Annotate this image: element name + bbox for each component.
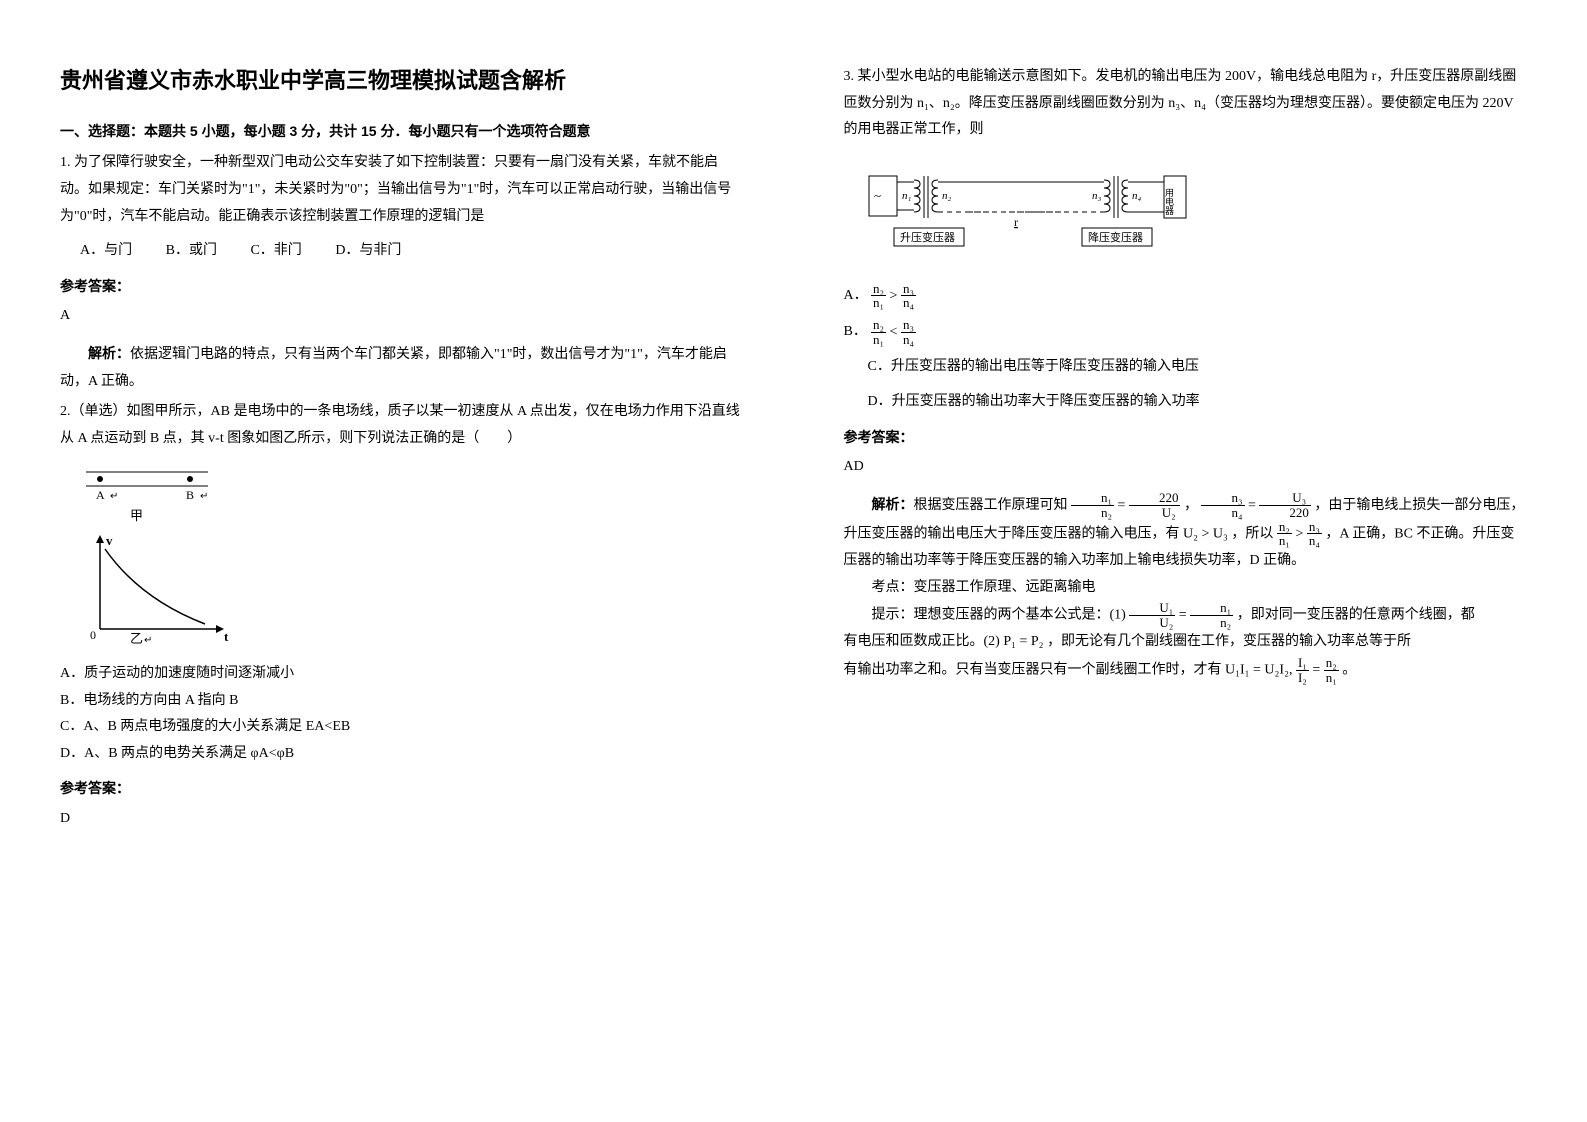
q3-option-b: B． n₂n₁ < n₃n₄ (844, 318, 1528, 346)
frac-n2-n1-b: n₂n₁ (871, 318, 886, 346)
svg-text:r: r (1014, 215, 1018, 229)
q3-diagram: ~ n₁ n₂ r n₃ n₄ 用电器 (864, 156, 1528, 266)
q1-option-c: C．非门 (250, 243, 301, 258)
svg-text:n₁: n₁ (902, 190, 912, 202)
analysis-label-1: 解析： (88, 345, 130, 361)
frac-I1-I2: I₁I₂ (1296, 656, 1309, 684)
q3-hint-3: 有输出功率之和。只有当变压器只有一个副线圈工作时，才有 U₁I₁ = U₂I₂,… (844, 656, 1528, 684)
q2-option-c: C．A、B 两点电场强度的大小关系满足 EA<EB (60, 714, 744, 741)
svg-text:B: B (186, 488, 194, 502)
answer-label-1: 参考答案： (60, 273, 744, 300)
svg-text:乙: 乙 (130, 631, 143, 646)
q2-diagram-graph: v t 0 乙 ↵ (80, 529, 240, 649)
q3-answer: AD (844, 454, 1528, 481)
right-column: 3. 某小型水电站的电能输送示意图如下。发电机的输出电压为 200V，输电线总电… (794, 0, 1587, 1122)
q3-option-d: D．升压变压器的输出功率大于降压变压器的输入功率 (868, 389, 1528, 416)
frac-220-U2: 220U₂ (1129, 491, 1181, 519)
svg-text:0: 0 (90, 628, 96, 642)
q2-diagram: A B ↵ ↵ 甲 v t 0 乙 ↵ (80, 464, 744, 649)
q3-analysis-1: 解析：根据变压器工作原理可知 n₁n₂ = 220U₂ ， n₃n₄ = U₃2… (844, 491, 1528, 520)
frac-n2-n1: n₂n₁ (871, 282, 886, 310)
q2-option-a: A．质子运动的加速度随时间逐渐减小 (60, 661, 744, 688)
svg-text:n₄: n₄ (1132, 190, 1142, 202)
q1-option-a: A．与门 (80, 243, 132, 258)
q3-kaodian: 考点：变压器工作原理、远距离输电 (844, 575, 1528, 602)
q3-option-a: A． n₂n₁ > n₃n₄ (844, 282, 1528, 310)
left-column: 贵州省遵义市赤水职业中学高三物理模拟试题含解析 一、选择题：本题共 5 小题，每… (0, 0, 794, 1122)
svg-text:n₃: n₃ (1092, 190, 1102, 202)
svg-text:升压变压器: 升压变压器 (900, 230, 955, 244)
frac-n3-n4-d: n₃n₄ (1307, 520, 1322, 548)
q3-analysis-2: 升压变压器的输出电压大于降压变压器的输入电压，有 U₂ > U₃ ，所以 n₂n… (844, 520, 1528, 575)
q3-circuit-diagram: ~ n₁ n₂ r n₃ n₄ 用电器 (864, 156, 1224, 266)
q1-analysis-text: 依据逻辑门电路的特点，只有当两个车门都关紧，即都输入"1"时，数出信号才为"1"… (60, 347, 727, 389)
svg-text:↵: ↵ (144, 635, 152, 646)
svg-text:n₂: n₂ (942, 190, 952, 202)
question-1-text: 1. 为了保障行驶安全，一种新型双门电动公交车安装了如下控制装置：只要有一扇门没… (60, 150, 744, 230)
page-title: 贵州省遵义市赤水职业中学高三物理模拟试题含解析 (60, 60, 744, 102)
frac-U1-U2: U₁U₂ (1129, 601, 1175, 629)
svg-text:降压变压器: 降压变压器 (1088, 230, 1143, 244)
q3-option-c: C．升压变压器的输出电压等于降压变压器的输入电压 (868, 354, 1528, 381)
svg-text:v: v (106, 533, 113, 548)
q1-option-b: B．或门 (166, 243, 217, 258)
svg-text:t: t (224, 629, 229, 644)
q1-analysis-block: 解析：依据逻辑门电路的特点，只有当两个车门都关紧，即都输入"1"时，数出信号才为… (60, 340, 744, 395)
q3-hint-1: 提示：理想变压器的两个基本公式是：(1) U₁U₂ = n₁n₂ ，即对同一变压… (844, 601, 1528, 629)
frac-n1-n2: n₁n₂ (1071, 491, 1114, 519)
analysis-label-3: 解析： (872, 496, 914, 512)
frac-n3-n4-b: n₃n₄ (901, 318, 916, 346)
question-1-options: A．与门 B．或门 C．非门 D．与非门 (80, 238, 744, 265)
q1-answer: A (60, 303, 744, 330)
svg-text:↵: ↵ (110, 491, 118, 502)
frac-n3-n4-c: n₃n₄ (1201, 491, 1244, 519)
frac-n2-n1-e: n₂n₁ (1324, 656, 1339, 684)
q2-diagram-top: A B ↵ ↵ (80, 464, 240, 504)
q2-option-d: D．A、B 两点的电势关系满足 φA<φB (60, 741, 744, 768)
svg-text:~: ~ (874, 188, 881, 203)
frac-n1-n2-b: n₁n₂ (1190, 601, 1233, 629)
frac-n3-n4: n₃n₄ (901, 282, 916, 310)
answer-label-3: 参考答案： (844, 424, 1528, 451)
q2-option-b: B．电场线的方向由 A 指向 B (60, 688, 744, 715)
q2-diagram-jia-label: 甲 (130, 504, 744, 529)
answer-label-2: 参考答案： (60, 775, 744, 802)
svg-text:A: A (96, 488, 105, 502)
section-1-heading: 一、选择题：本题共 5 小题，每小题 3 分，共计 15 分．每小题只有一个选项… (60, 118, 744, 145)
frac-U3-220: U₃220 (1259, 491, 1311, 519)
q3-options: A． n₂n₁ > n₃n₄ B． n₂n₁ < n₃n₄ C．升压变压器的输出… (844, 282, 1528, 416)
question-3-text: 3. 某小型水电站的电能输送示意图如下。发电机的输出电压为 200V，输电线总电… (844, 64, 1528, 144)
svg-text:↵: ↵ (200, 491, 208, 502)
hint-label: 提示： (872, 607, 914, 622)
q1-option-d: D．与非门 (335, 243, 401, 258)
svg-text:用电器: 用电器 (1164, 188, 1174, 215)
question-2-text: 2.（单选）如图甲所示，AB 是电场中的一条电场线，质子以某一初速度从 A 点出… (60, 399, 744, 452)
frac-n2-n1-d: n₂n₁ (1277, 520, 1292, 548)
q2-answer: D (60, 806, 744, 833)
q3-hint-2: 有电压和匝数成正比。(2) P₁ = P₂ ，即无论有几个副线圈在工作，变压器的… (844, 629, 1528, 656)
